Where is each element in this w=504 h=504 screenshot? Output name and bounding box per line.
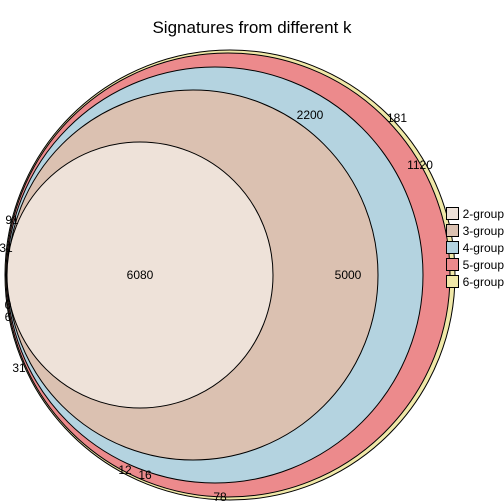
legend-swatch xyxy=(446,241,459,254)
legend-label: 3-group xyxy=(463,224,504,238)
venn-label: 181 xyxy=(387,111,407,125)
legend-swatch xyxy=(446,224,459,237)
venn-label: 2200 xyxy=(297,108,324,122)
venn-label: 31 xyxy=(12,361,25,375)
venn-label: 6080 xyxy=(127,268,154,282)
venn-label: 1120 xyxy=(407,158,433,172)
legend-item: 6-group xyxy=(446,273,504,290)
venn-label: 16 xyxy=(138,468,151,482)
venn-label: 12 xyxy=(118,463,131,477)
legend-label: 6-group xyxy=(463,275,504,289)
legend-label: 5-group xyxy=(463,258,504,272)
legend-swatch xyxy=(446,275,459,288)
legend-item: 3-group xyxy=(446,222,504,239)
venn-label: 91 xyxy=(5,213,18,227)
legend-item: 5-group xyxy=(446,256,504,273)
legend-swatch xyxy=(446,207,459,220)
legend-item: 2-group xyxy=(446,205,504,222)
legend-item: 4-group xyxy=(446,239,504,256)
venn-label: 31 xyxy=(0,241,13,255)
venn-diagram xyxy=(0,0,504,504)
legend-label: 4-group xyxy=(463,241,504,255)
legend-swatch xyxy=(446,258,459,271)
legend: 2-group 3-group 4-group 5-group 6-group xyxy=(446,205,504,290)
venn-label: 78 xyxy=(213,490,226,504)
legend-label: 2-group xyxy=(463,207,504,221)
venn-label: 6 xyxy=(5,310,12,324)
venn-label: 5000 xyxy=(335,268,362,282)
